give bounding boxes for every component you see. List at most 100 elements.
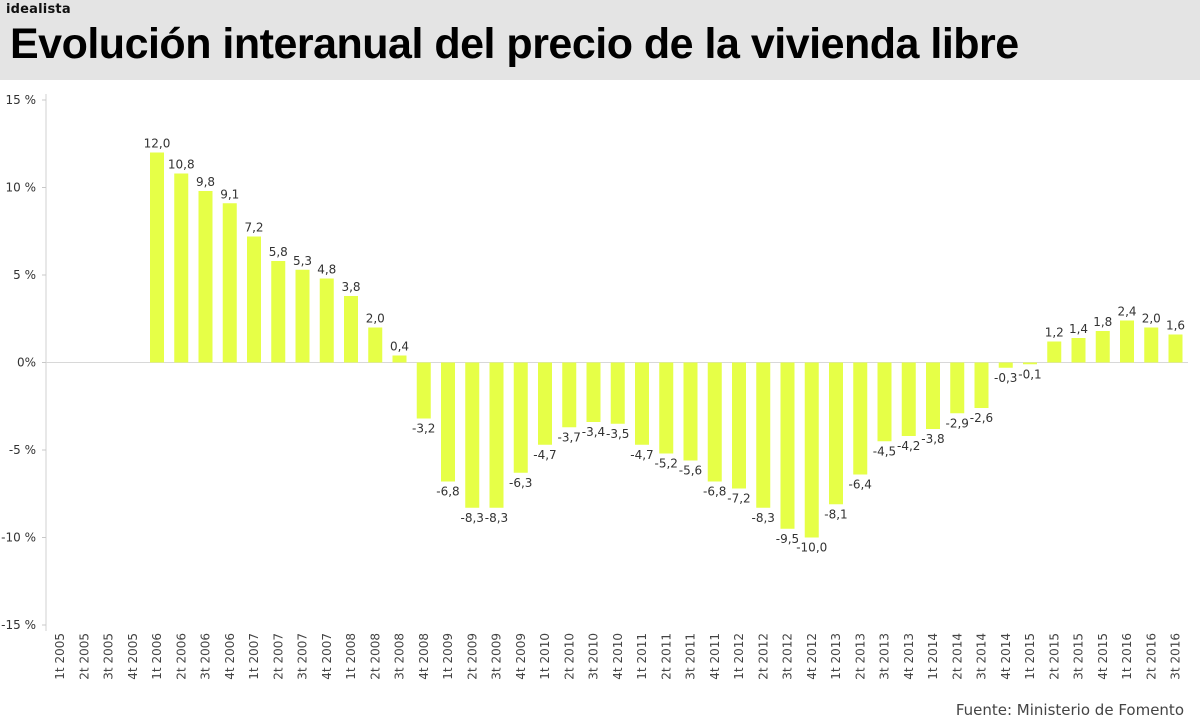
bar — [416, 362, 431, 419]
bar — [780, 362, 795, 529]
data-label: -8,3 — [485, 511, 508, 525]
bar — [538, 362, 552, 445]
bar — [198, 191, 213, 363]
bar — [683, 362, 698, 461]
x-tick-label: 4t 2013 — [902, 633, 916, 680]
bar — [635, 362, 649, 445]
bar — [1047, 341, 1062, 363]
x-tick-label: 2t 2008 — [368, 633, 382, 680]
x-tick-label: 3t 2014 — [975, 633, 989, 680]
bar — [174, 173, 189, 363]
x-tick-label: 4t 2012 — [805, 633, 819, 680]
chart-title: Evolución interanual del precio de la vi… — [10, 20, 1019, 68]
bar — [489, 362, 504, 508]
x-tick-label: 4t 2010 — [611, 633, 625, 680]
data-label: -6,4 — [849, 478, 872, 492]
data-label: -2,6 — [970, 411, 993, 425]
bar — [974, 362, 989, 408]
bar — [344, 296, 358, 363]
bar — [150, 152, 164, 363]
x-tick-label: 4t 2008 — [417, 633, 431, 680]
data-label: 1,8 — [1093, 315, 1112, 329]
data-label: -8,1 — [824, 507, 847, 521]
bar — [732, 362, 746, 489]
bar — [1168, 334, 1183, 363]
x-tick-label: 1t 2015 — [1023, 633, 1037, 680]
x-tick-label: 2t 2010 — [562, 633, 576, 680]
y-tick-label: 5 % — [13, 268, 36, 282]
x-tick-label: 2t 2012 — [756, 633, 770, 680]
data-label: -4,2 — [897, 439, 920, 453]
bar — [877, 362, 892, 442]
data-label: -9,5 — [776, 532, 799, 546]
data-label: 2,0 — [366, 312, 385, 326]
x-tick-label: 2t 2011 — [659, 633, 673, 680]
y-tick-label: 15 % — [6, 93, 37, 107]
x-tick-label: 2t 2016 — [1144, 633, 1158, 680]
data-label: 1,4 — [1069, 322, 1088, 336]
data-label: -6,3 — [509, 476, 532, 490]
bar — [659, 362, 674, 454]
bar — [368, 327, 383, 363]
data-label: 12,0 — [144, 137, 171, 151]
data-label: -6,8 — [703, 485, 726, 499]
data-label: -6,8 — [436, 485, 459, 499]
data-label: -3,2 — [412, 422, 435, 436]
bar — [1120, 320, 1134, 363]
x-tick-label: 2t 2015 — [1047, 633, 1061, 680]
y-tick-label: -10 % — [1, 531, 36, 545]
brand-logo: idealista — [6, 2, 71, 17]
data-label: -0,3 — [994, 371, 1017, 385]
bar — [829, 362, 843, 505]
x-tick-label: 1t 2012 — [732, 633, 746, 680]
data-label: -8,3 — [752, 511, 775, 525]
x-tick-label: 1t 2014 — [926, 633, 940, 680]
source-note: Fuente: Ministerio de Fomento — [955, 701, 1184, 719]
header: idealista Evolución interanual del preci… — [0, 0, 1200, 80]
bar — [513, 362, 528, 473]
x-tick-label: 2t 2005 — [77, 633, 91, 680]
bar — [586, 362, 601, 422]
bar — [610, 362, 625, 424]
y-tick-label: -15 % — [1, 618, 36, 632]
y-tick-label: 0% — [17, 356, 36, 370]
x-tick-label: 4t 2015 — [1096, 633, 1110, 680]
data-label: -8,3 — [461, 511, 484, 525]
x-tick-label: 3t 2012 — [781, 633, 795, 680]
x-tick-label: 1t 2005 — [53, 633, 67, 680]
data-label: -3,4 — [582, 425, 605, 439]
x-tick-label: 4t 2011 — [708, 633, 722, 680]
data-label: -5,2 — [655, 457, 678, 471]
bar — [247, 236, 261, 363]
data-label: 9,1 — [220, 187, 239, 201]
x-tick-label: 1t 2016 — [1120, 633, 1134, 680]
x-tick-label: 4t 2009 — [514, 633, 528, 680]
bar — [562, 362, 577, 428]
x-tick-label: 1t 2010 — [538, 633, 552, 680]
x-tick-label: 1t 2013 — [829, 633, 843, 680]
bar — [707, 362, 722, 482]
bar — [901, 362, 916, 436]
bar — [1095, 331, 1110, 363]
data-label: -10,0 — [796, 541, 827, 555]
x-tick-label: 1t 2008 — [344, 633, 358, 680]
x-tick-label: 4t 2014 — [999, 633, 1013, 680]
x-tick-label: 4t 2007 — [320, 633, 334, 680]
x-tick-label: 3t 2016 — [1169, 633, 1183, 680]
x-tick-label: 3t 2010 — [587, 633, 601, 680]
bar — [319, 278, 334, 363]
data-label: 5,8 — [269, 245, 288, 259]
x-tick-label: 1t 2009 — [441, 633, 455, 680]
data-label: -2,9 — [946, 416, 969, 430]
data-label: 1,6 — [1166, 319, 1185, 333]
data-label: 2,0 — [1142, 312, 1161, 326]
y-tick-label: -5 % — [9, 443, 36, 457]
bar — [1071, 338, 1086, 363]
data-label: -3,8 — [921, 432, 944, 446]
data-label: -4,7 — [630, 448, 653, 462]
data-label: -3,7 — [558, 430, 581, 444]
x-tick-label: 4t 2006 — [223, 633, 237, 680]
x-tick-label: 1t 2011 — [635, 633, 649, 680]
bar — [950, 362, 965, 414]
